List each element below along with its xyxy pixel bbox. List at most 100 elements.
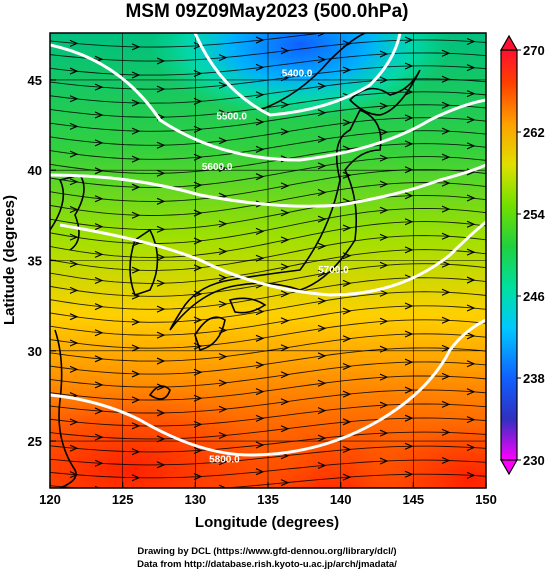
streamline-arrow bbox=[379, 128, 389, 136]
coastline-kyushu bbox=[194, 316, 226, 351]
streamline-arrow bbox=[404, 302, 414, 310]
contour-5600 bbox=[50, 163, 486, 208]
streamline-arrow bbox=[317, 109, 327, 117]
streamline-arrow bbox=[280, 101, 290, 109]
y-tick-label: 40 bbox=[28, 163, 42, 178]
streamline-arrow bbox=[255, 334, 265, 342]
contour-label: 5500.0 bbox=[216, 112, 247, 123]
colorbar-ticks: 270 262 254 246 238 230 bbox=[517, 43, 545, 468]
streamline-arrow bbox=[466, 388, 476, 396]
x-tick-label: 140 bbox=[330, 492, 352, 507]
streamline-arrow bbox=[441, 344, 451, 352]
streamline bbox=[50, 195, 486, 230]
streamline bbox=[50, 417, 486, 440]
streamline bbox=[50, 52, 486, 76]
contour-5700 bbox=[59, 220, 486, 297]
streamline-arrow bbox=[317, 379, 327, 387]
streamline bbox=[50, 445, 486, 466]
streamline-arrow bbox=[69, 471, 79, 479]
streamline-arrow bbox=[441, 153, 451, 161]
x-tick-label: 145 bbox=[402, 492, 424, 507]
streamline-arrow bbox=[466, 37, 476, 45]
streamline-arrow bbox=[94, 139, 104, 147]
streamline-arrow bbox=[404, 330, 414, 338]
contour-5500 bbox=[50, 43, 486, 162]
coastline-japan-honshu bbox=[169, 108, 382, 331]
x-tick-label: 120 bbox=[39, 492, 61, 507]
streamline-arrow bbox=[441, 179, 451, 187]
streamline bbox=[50, 459, 486, 479]
streamline-arrow bbox=[156, 279, 166, 287]
streamline-arrow bbox=[255, 361, 265, 369]
streamline-arrow bbox=[404, 36, 414, 44]
y-tick-label: 35 bbox=[28, 254, 42, 269]
streamline-arrow bbox=[441, 75, 451, 83]
streamline-arrow bbox=[156, 85, 166, 93]
streamline-arrow bbox=[342, 66, 352, 74]
streamline-arrow bbox=[156, 169, 166, 177]
streamline-arrow bbox=[131, 344, 141, 352]
streamline-arrow bbox=[466, 444, 476, 452]
contour-labels: 5400.0 5500.0 5600.0 5700.0 5800.0 bbox=[202, 68, 349, 465]
streamline-arrow bbox=[280, 479, 290, 487]
streamline-arrow bbox=[442, 24, 449, 30]
streamline-arrow bbox=[317, 135, 327, 143]
streamline-arrow bbox=[131, 474, 141, 482]
streamline-arrow bbox=[379, 233, 389, 241]
streamline-arrow bbox=[131, 127, 141, 135]
streamline-arrow bbox=[94, 459, 104, 467]
streamline-arrow bbox=[193, 181, 203, 189]
streamline-arrow bbox=[404, 386, 414, 394]
streamline-arrow bbox=[69, 444, 79, 452]
credit-line-1: Drawing by DCL (https://www.gfd-dennou.o… bbox=[137, 546, 396, 557]
streamline bbox=[50, 235, 486, 271]
streamline-arrow bbox=[218, 274, 228, 282]
streamline-arrow bbox=[69, 339, 79, 347]
streamline-arrow bbox=[255, 227, 265, 235]
streamline-arrow bbox=[193, 290, 203, 298]
streamline-arrow bbox=[280, 398, 290, 406]
streamline-arrow bbox=[441, 260, 451, 268]
streamline-arrow bbox=[94, 433, 104, 441]
streamline-arrow bbox=[255, 118, 265, 126]
streamline bbox=[50, 117, 486, 146]
credit-line-2: Data from http://database.rish.kyoto-u.a… bbox=[137, 559, 397, 570]
streamline-arrow bbox=[69, 39, 79, 47]
streamline-arrow bbox=[94, 111, 104, 119]
streamline-arrow bbox=[156, 141, 166, 149]
height-contours bbox=[50, 33, 486, 457]
y-axis-label: Latitude (degrees) bbox=[1, 195, 18, 325]
streamline-arrow bbox=[218, 379, 228, 387]
streamline-arrow bbox=[466, 248, 476, 256]
y-tick-label: 30 bbox=[28, 344, 42, 359]
streamline-arrow bbox=[441, 288, 451, 296]
streamline-arrow bbox=[131, 211, 141, 219]
streamline-arrow bbox=[379, 289, 389, 297]
streamline bbox=[50, 130, 486, 160]
streamline-arrow bbox=[342, 473, 352, 481]
streamline-arrow bbox=[131, 43, 141, 51]
streamline-arrow bbox=[218, 109, 228, 117]
contour-label: 5800.0 bbox=[209, 455, 240, 466]
streamline-arrow bbox=[218, 484, 228, 488]
streamline-arrow bbox=[441, 400, 451, 408]
streamline bbox=[50, 143, 486, 174]
colorbar-extend-min bbox=[499, 459, 519, 476]
streamline-arrow bbox=[342, 224, 352, 232]
streamline-arrow bbox=[380, 25, 387, 31]
colorbar-tick-label: 270 bbox=[523, 43, 545, 58]
streamline bbox=[50, 208, 486, 244]
streamline-arrow bbox=[342, 335, 352, 343]
streamline-arrow bbox=[255, 145, 265, 153]
coastline-hokkaido bbox=[348, 69, 421, 116]
streamline-arrow bbox=[156, 253, 166, 261]
streamline-arrow bbox=[156, 197, 166, 205]
chart-title: MSM 09Z09May2023 (500.0hPa) bbox=[125, 1, 408, 22]
streamline-arrow bbox=[255, 173, 265, 181]
contour-5800 bbox=[50, 318, 486, 457]
streamline bbox=[50, 473, 486, 488]
streamline-arrow bbox=[379, 457, 389, 465]
streamline-arrow bbox=[156, 225, 166, 233]
streamline-arrow bbox=[69, 67, 79, 75]
